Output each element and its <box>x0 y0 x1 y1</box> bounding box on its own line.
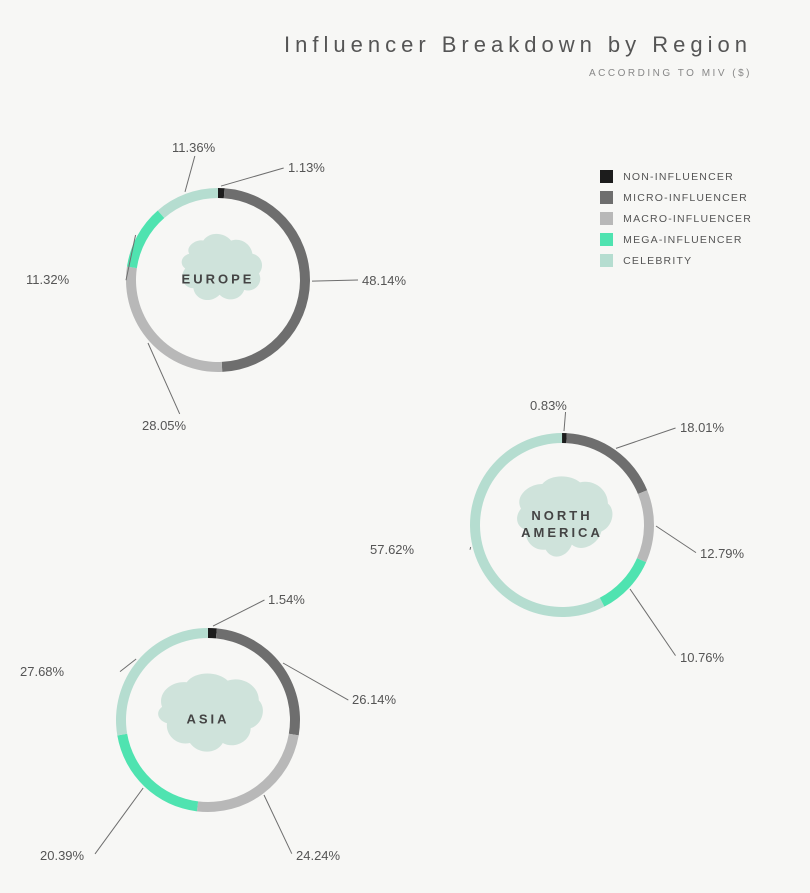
legend-label: MEGA-INFLUENCER <box>623 234 743 246</box>
legend-item: CELEBRITY <box>600 254 752 267</box>
legend-swatch <box>600 170 613 183</box>
donut-center-label: NORTH AMERICA <box>521 508 603 542</box>
legend-item: MICRO-INFLUENCER <box>600 191 752 204</box>
donut-center-label: EUROPE <box>182 272 255 289</box>
pct-label: 12.79% <box>700 546 744 561</box>
pct-label: 0.83% <box>530 398 567 413</box>
legend-label: CELEBRITY <box>623 255 692 267</box>
leader-line <box>562 410 568 433</box>
legend-swatch <box>600 254 613 267</box>
donut-segment-non_influencer <box>208 628 217 638</box>
pct-label: 1.13% <box>288 160 325 175</box>
pct-label: 28.05% <box>142 418 186 433</box>
pct-label: 18.01% <box>680 420 724 435</box>
pct-label: 24.24% <box>296 848 340 863</box>
leader-line <box>628 587 678 658</box>
pct-label: 20.39% <box>40 848 84 863</box>
leader-line <box>281 661 350 702</box>
leader-line <box>146 341 182 416</box>
leader-line <box>614 426 678 450</box>
pct-label: 11.32% <box>26 272 69 287</box>
leader-line <box>262 793 294 856</box>
leader-line <box>183 154 197 194</box>
leader-line <box>211 598 266 628</box>
donut-segment-non_influencer <box>218 188 225 198</box>
leader-line <box>219 166 286 188</box>
leader-line <box>654 524 698 555</box>
pct-label: 57.62% <box>370 542 414 557</box>
leader-line <box>124 233 138 282</box>
legend-swatch <box>600 212 613 225</box>
legend-label: MICRO-INFLUENCER <box>623 192 748 204</box>
chart-title: Influencer Breakdown by Region <box>284 32 752 58</box>
pct-label: 26.14% <box>352 692 396 707</box>
chart-subtitle: ACCORDING TO MIV ($) <box>589 68 752 79</box>
donut-segment-non_influencer <box>562 433 567 443</box>
legend-label: NON-INFLUENCER <box>623 171 734 183</box>
pct-label: 11.36% <box>172 140 215 155</box>
leader-line <box>310 278 360 283</box>
legend: NON-INFLUENCER MICRO-INFLUENCER MACRO-INFL… <box>600 170 752 275</box>
legend-swatch <box>600 191 613 204</box>
pct-label: 48.14% <box>362 273 406 288</box>
pct-label: 1.54% <box>268 592 305 607</box>
legend-item: MACRO-INFLUENCER <box>600 212 752 225</box>
legend-item: NON-INFLUENCER <box>600 170 752 183</box>
donut-center-label: ASIA <box>186 712 229 729</box>
leader-line <box>468 545 473 552</box>
legend-item: MEGA-INFLUENCER <box>600 233 752 246</box>
pct-label: 27.68% <box>20 664 64 679</box>
map-silhouette <box>182 234 262 300</box>
legend-label: MACRO-INFLUENCER <box>623 213 752 225</box>
leader-line <box>118 657 138 674</box>
legend-swatch <box>600 233 613 246</box>
pct-label: 10.76% <box>680 650 724 665</box>
leader-line <box>93 786 145 856</box>
donut-segment-macro_influencer <box>637 490 654 562</box>
